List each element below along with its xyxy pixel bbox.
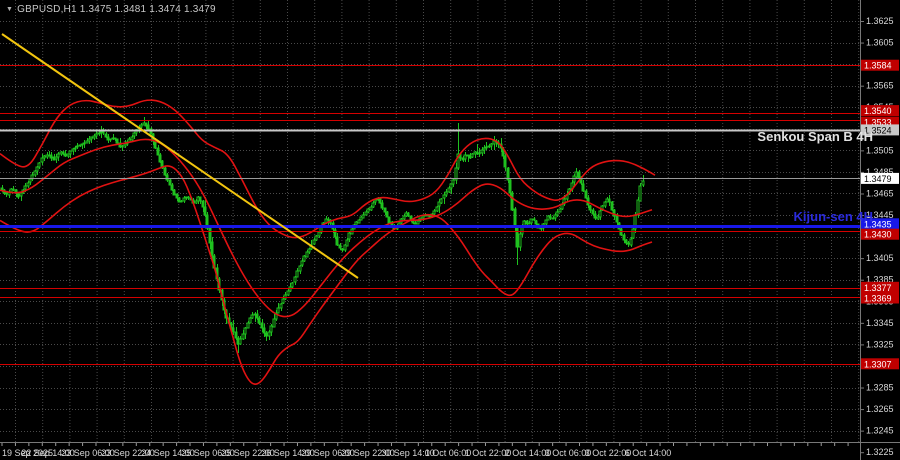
svg-text:1.3540: 1.3540: [864, 106, 892, 116]
svg-text:30 Sep 14:00: 30 Sep 14:00: [381, 448, 435, 458]
svg-text:1.3565: 1.3565: [866, 81, 894, 91]
svg-text:1.3405: 1.3405: [866, 253, 894, 263]
svg-text:1.3245: 1.3245: [866, 426, 894, 436]
chart-title-text: GBPUSD,H1 1.3475 1.3481 1.3474 1.3479: [17, 4, 216, 15]
svg-text:1.3385: 1.3385: [866, 275, 894, 285]
svg-text:3 Oct 22:00: 3 Oct 22:00: [585, 448, 632, 458]
svg-text:29 Sep 22:00: 29 Sep 22:00: [341, 448, 395, 458]
svg-text:23 Sep 06:00: 23 Sep 06:00: [61, 448, 115, 458]
trendline: [1, 33, 359, 279]
chart-marker-icon: ▼: [6, 6, 14, 13]
svg-text:2 Oct 14:00: 2 Oct 14:00: [505, 448, 552, 458]
svg-text:1.3533: 1.3533: [864, 118, 892, 128]
levels-layer: [0, 65, 860, 365]
senkou-span-b-label: Senkou Span B 4H: [757, 129, 873, 144]
svg-text:6 Oct 14:00: 6 Oct 14:00: [625, 448, 672, 458]
svg-text:1 Oct 22:00: 1 Oct 22:00: [465, 448, 512, 458]
svg-text:1.3485: 1.3485: [866, 167, 894, 177]
svg-text:1.3465: 1.3465: [866, 188, 894, 198]
chart-title: ▼ GBPUSD,H1 1.3475 1.3481 1.3474 1.3479: [6, 4, 216, 15]
svg-text:1 Oct 06:00: 1 Oct 06:00: [425, 448, 472, 458]
svg-text:29 Sep 06:00: 29 Sep 06:00: [301, 448, 355, 458]
svg-text:1.3377: 1.3377: [864, 283, 892, 293]
svg-text:26 Sep 14:00: 26 Sep 14:00: [261, 448, 315, 458]
svg-text:24 Sep 14:00: 24 Sep 14:00: [141, 448, 195, 458]
price-axis-boxes: 1.35841.35401.35331.35241.34791.34351.34…: [861, 59, 899, 370]
svg-text:1.3345: 1.3345: [866, 318, 894, 328]
svg-text:1.3505: 1.3505: [866, 145, 894, 155]
svg-text:1.3605: 1.3605: [866, 38, 894, 48]
svg-text:1.3325: 1.3325: [866, 339, 894, 349]
svg-text:1.3479: 1.3479: [864, 174, 892, 184]
svg-text:1.3430: 1.3430: [864, 230, 892, 240]
svg-text:1.3285: 1.3285: [866, 383, 894, 393]
kijun-sen-label: Kijun-sen 4H: [793, 209, 873, 224]
svg-text:1.3369: 1.3369: [864, 294, 892, 304]
svg-text:1.3307: 1.3307: [864, 359, 892, 369]
svg-text:1.3445: 1.3445: [866, 210, 894, 220]
svg-text:19 Sep 2025: 19 Sep 2025: [2, 448, 53, 458]
svg-text:1.3524: 1.3524: [864, 125, 892, 135]
svg-text:1.3265: 1.3265: [866, 404, 894, 414]
svg-text:25 Sep 06:00: 25 Sep 06:00: [181, 448, 235, 458]
svg-text:1.3625: 1.3625: [866, 16, 894, 26]
svg-text:1.3584: 1.3584: [864, 61, 892, 71]
svg-text:22 Sep 14:00: 22 Sep 14:00: [21, 448, 75, 458]
svg-text:23 Sep 22:00: 23 Sep 22:00: [101, 448, 155, 458]
svg-text:25 Sep 22:00: 25 Sep 22:00: [221, 448, 275, 458]
svg-text:1.3435: 1.3435: [864, 219, 892, 229]
bollinger-layer: [0, 99, 656, 385]
svg-text:3 Oct 06:00: 3 Oct 06:00: [545, 448, 592, 458]
svg-text:1.3225: 1.3225: [866, 447, 894, 457]
